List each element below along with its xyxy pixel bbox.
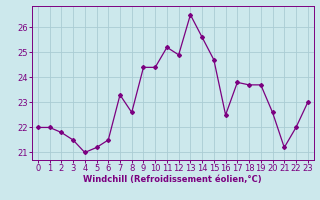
X-axis label: Windchill (Refroidissement éolien,°C): Windchill (Refroidissement éolien,°C) xyxy=(84,175,262,184)
